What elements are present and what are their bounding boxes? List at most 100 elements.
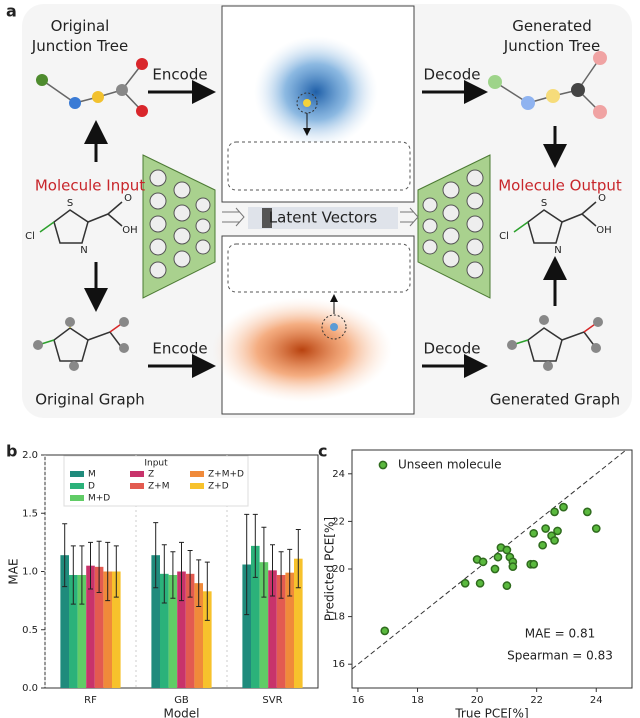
point (529, 559, 539, 569)
legend-swatch (190, 483, 204, 489)
legend-swatch (130, 483, 144, 489)
error-bar (88, 541, 93, 590)
error-bar (196, 559, 202, 607)
error-bar (252, 513, 258, 578)
bar (86, 565, 95, 688)
arrow (222, 207, 245, 227)
y-axis-label: Predicted PCE[%] (323, 517, 337, 621)
error-bar (79, 545, 85, 605)
panel-label: b (6, 442, 17, 461)
point (559, 502, 568, 512)
bar (60, 555, 69, 688)
legend-swatch (190, 471, 204, 477)
molecule-set (227, 141, 411, 191)
x-axis-label: True PCE[%] (454, 707, 528, 718)
error-bar (96, 540, 102, 593)
y-tick-label: 1.0 (22, 567, 38, 578)
legend-label: M+D (88, 494, 110, 504)
point (502, 545, 512, 555)
x-tick-label: GB (174, 695, 189, 706)
legend-label: M (88, 470, 96, 480)
error-bar (295, 529, 301, 589)
panel-label: a (6, 2, 17, 21)
error-bar (170, 551, 176, 599)
error-bar (105, 541, 111, 602)
atom-label: O (124, 193, 132, 204)
x-tick-label: 20 (471, 695, 484, 706)
bar (151, 555, 160, 688)
step-label: Encode (152, 340, 207, 358)
x-tick-label: 24 (590, 695, 603, 706)
atom-label: S (67, 198, 73, 209)
error-bar (113, 545, 119, 598)
latent-bar (248, 207, 398, 229)
bar (77, 574, 87, 688)
graph-title: Generated Graph (490, 391, 620, 409)
panel-label: c (318, 442, 327, 461)
x-tick-label: RF (84, 695, 97, 706)
neurons (149, 169, 484, 279)
legend-title: Input (144, 459, 168, 469)
y-tick-label: 0.0 (22, 683, 38, 694)
point (582, 507, 592, 517)
y-axis-label: MAE (7, 558, 21, 584)
graph-atom (33, 315, 603, 371)
bar (103, 571, 112, 688)
error-bar (179, 541, 184, 602)
legend-swatch (70, 495, 84, 501)
y-tick-label: 16 (332, 659, 345, 670)
error-bar (153, 522, 159, 589)
annotation: MAE = 0.81 (525, 627, 596, 641)
error-bar (287, 548, 293, 597)
bar (177, 571, 186, 688)
point (550, 507, 559, 517)
atom-label: OH (122, 225, 137, 236)
point (541, 524, 550, 533)
point (380, 626, 390, 636)
point (538, 540, 547, 550)
y-tick-label: 0.5 (22, 625, 38, 636)
tree-node (36, 51, 607, 119)
error-bar (261, 526, 267, 598)
error-bar (161, 544, 167, 604)
bar (112, 571, 121, 688)
bar (185, 573, 195, 688)
legend-label: Z+M+D (208, 470, 244, 480)
arrow (400, 207, 419, 227)
legend-swatch (70, 471, 84, 477)
legend-label: Z+D (208, 482, 229, 492)
graph-title: Original Graph (35, 391, 144, 409)
point (475, 578, 485, 588)
annotation: Spearman = 0.83 (507, 649, 613, 663)
step-label: Decode (424, 340, 481, 358)
error-bar (187, 550, 193, 598)
molecule (37, 201, 599, 362)
bar (69, 574, 78, 688)
step-label: Decode (424, 66, 481, 84)
bar (194, 583, 203, 688)
atom-label: OH (596, 225, 611, 236)
molecule-label: Molecule Input (35, 177, 145, 195)
bar (276, 574, 286, 688)
error-bar (70, 545, 76, 605)
y-tick-label: 22 (332, 516, 345, 527)
star (303, 99, 311, 107)
arrows (84, 80, 567, 378)
point (502, 581, 512, 591)
legend: Input MD M+D Z Z+M Z+M+D Z+D (63, 455, 249, 507)
atom-label: Cl (499, 231, 509, 242)
atom-label: N (554, 245, 561, 256)
legend-box (63, 455, 249, 507)
error-bar (204, 561, 210, 621)
x-tick-label: 18 (411, 695, 424, 706)
y-tick-label: 18 (332, 612, 345, 623)
bar (168, 574, 178, 688)
point (490, 564, 500, 574)
latent-cloud (212, 298, 392, 402)
tree-title: Generated Junction Tree (503, 17, 600, 55)
legend-marker (378, 460, 388, 470)
atom-label: Cl (25, 231, 35, 242)
bar (251, 545, 260, 688)
